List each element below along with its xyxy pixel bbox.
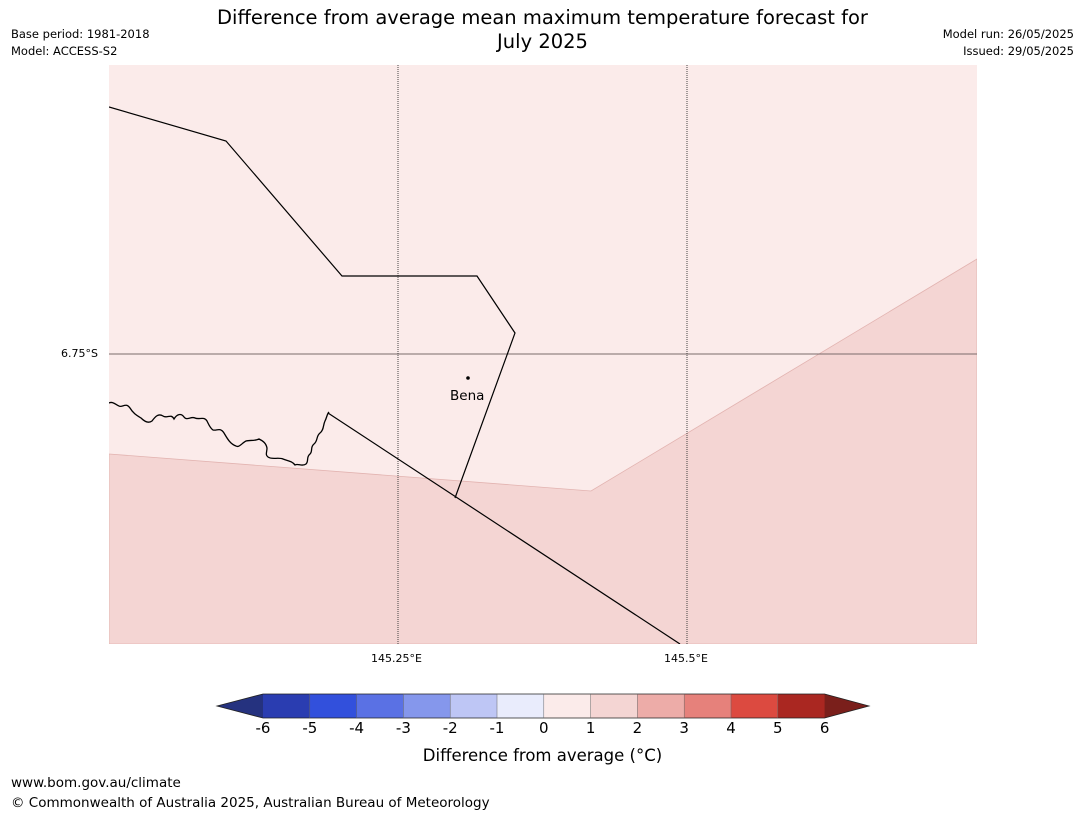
lat-label: 6.75°S <box>61 347 98 360</box>
colorbar-extend-high <box>824 694 869 718</box>
colorbar-segment <box>309 694 358 718</box>
colorbar-title: Difference from average (°C) <box>422 746 663 765</box>
colorbar-tick-label: -6 <box>255 719 271 737</box>
place-marker-bena <box>466 376 470 380</box>
colorbar-tick-label: 5 <box>773 719 783 737</box>
colorbar-tick-label: -2 <box>442 719 458 737</box>
lon-label-145-25: 145.25°E <box>371 652 422 665</box>
colorbar-segment <box>590 694 638 718</box>
anomaly-region-1-to-2 <box>109 258 977 644</box>
colorbar-tick-label: 1 <box>585 719 596 737</box>
colorbar-tick-label: 4 <box>726 719 736 737</box>
colorbar-segment <box>543 694 592 718</box>
footer-url: www.bom.gov.au/climate <box>11 775 181 791</box>
colorbar-segment <box>497 694 545 718</box>
chart-title: Difference from average mean maximum tem… <box>160 6 925 54</box>
colorbar-outline <box>215 693 871 719</box>
title-line-1: Difference from average mean maximum tem… <box>217 6 868 29</box>
colorbar-tick-label: 2 <box>632 719 643 737</box>
colorbar-tick-label: -5 <box>302 719 318 737</box>
colorbar-tick-label: -3 <box>395 719 411 737</box>
colorbar-tick-label: -4 <box>349 719 365 737</box>
province-border-south <box>327 412 681 644</box>
colorbar-segment <box>403 694 451 718</box>
colorbar-segment <box>450 694 498 718</box>
title-line-2: July 2025 <box>497 30 588 53</box>
colorbar-tick-label: 6 <box>819 719 830 737</box>
colorbar-tick-label: 0 <box>539 719 549 737</box>
province-border-north <box>109 106 516 499</box>
river-line <box>109 401 330 466</box>
colorbar-tick-label: -1 <box>489 719 505 737</box>
colorbar-segment <box>263 694 311 718</box>
meta-right: Model run: 26/05/2025 Issued: 29/05/2025 <box>943 26 1074 60</box>
colorbar-extend-low <box>217 694 263 718</box>
colorbar-segment <box>356 694 404 718</box>
colorbar-tick-label: 3 <box>679 719 689 737</box>
colorbar-segment <box>637 694 685 718</box>
colorbar-segment <box>731 694 779 718</box>
meta-left: Base period: 1981-2018 Model: ACCESS-S2 <box>11 26 150 60</box>
colorbar-segment <box>684 694 732 718</box>
colorbar-segment <box>777 694 826 718</box>
footer-copyright: © Commonwealth of Australia 2025, Austra… <box>11 795 490 811</box>
base-period: Base period: 1981-2018 <box>11 27 150 41</box>
model-name: Model: ACCESS-S2 <box>11 44 118 58</box>
lon-label-145-5: 145.5°E <box>664 652 708 665</box>
model-run: Model run: 26/05/2025 <box>942 27 1074 41</box>
issued-date: Issued: 29/05/2025 <box>963 44 1074 58</box>
place-label-bena: Bena <box>450 388 485 404</box>
